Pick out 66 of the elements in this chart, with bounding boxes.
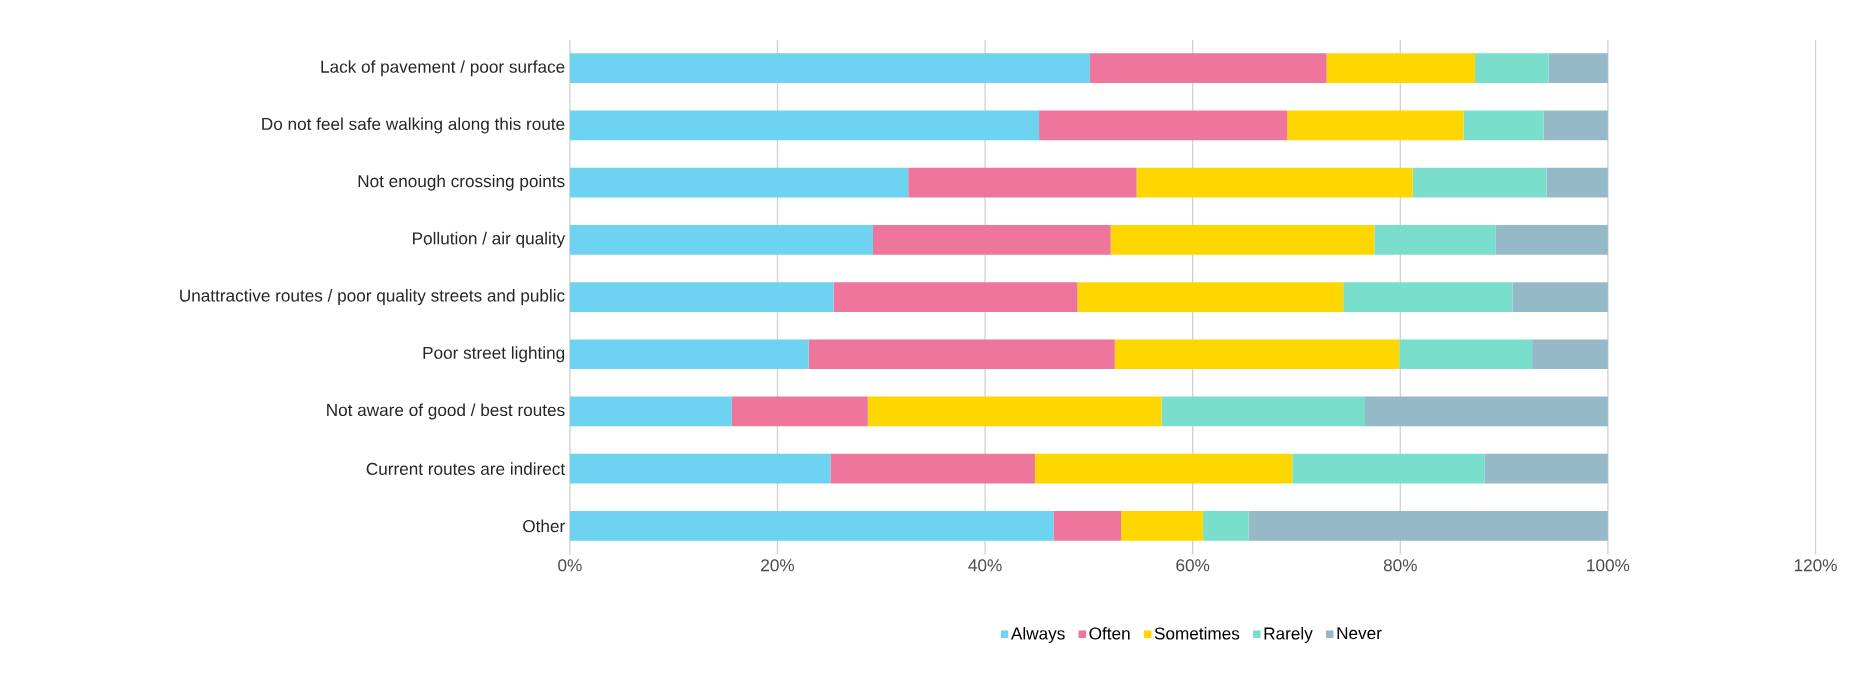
legend-label: Never (1337, 627, 1382, 640)
bar (569, 110, 1040, 141)
y-tick-label: Not aware of good / best routes (327, 403, 565, 420)
y-tick-label: Current routes are indirect (366, 462, 566, 475)
bar (569, 396, 732, 427)
legend-label: Rarely (1264, 626, 1313, 643)
bar (1248, 510, 1608, 541)
bar (808, 339, 1115, 369)
bar (867, 396, 1162, 427)
bar (1343, 282, 1513, 312)
bar (731, 396, 868, 427)
bar (1287, 110, 1464, 141)
bar (1475, 53, 1549, 83)
legend-label: Often (1089, 626, 1130, 640)
legend-label: Always (1010, 626, 1065, 643)
bar (1374, 224, 1496, 255)
bar (1136, 167, 1413, 198)
bar (1548, 53, 1608, 83)
bar (1203, 510, 1249, 541)
bar (1110, 224, 1375, 255)
bar (569, 53, 1090, 83)
bar (1326, 53, 1476, 83)
bar (569, 224, 873, 255)
bar (1399, 339, 1533, 369)
bar (1089, 53, 1327, 83)
bar (1463, 110, 1544, 141)
bar (1053, 510, 1122, 541)
bar (569, 282, 834, 312)
y-tick-label: Not enough crossing points (358, 174, 565, 191)
x-tick-label: 40% (968, 559, 1002, 572)
bar (1161, 396, 1365, 427)
bar (1484, 453, 1608, 484)
bar (1512, 282, 1608, 312)
bar (1412, 167, 1547, 198)
bar (1034, 453, 1293, 484)
y-tick-label: Other (523, 519, 565, 533)
bar (569, 339, 809, 369)
bar (569, 167, 909, 198)
x-tick-label: 0% (558, 559, 582, 572)
bar (1543, 110, 1608, 141)
bar (1292, 453, 1485, 484)
x-tick-label: 100% (1587, 559, 1630, 572)
legend-label: Sometimes (1154, 626, 1240, 640)
bar (1121, 510, 1204, 541)
y-tick-label: Poor street lighting (423, 346, 565, 363)
y-tick-label: Unattractive routes / poor quality streets and public (180, 288, 565, 305)
bar (1114, 339, 1400, 369)
y-tick-label: Pollution / air quality (413, 231, 566, 248)
bar (569, 453, 831, 484)
bar (1532, 339, 1608, 369)
bar (569, 510, 1054, 541)
bar (833, 282, 1078, 312)
bar (908, 167, 1137, 198)
bar (1077, 282, 1344, 312)
x-tick-label: 80% (1383, 559, 1417, 572)
bar (1365, 396, 1608, 427)
y-tick-label: Do not feel safe walking along this route (262, 117, 565, 134)
bar (830, 453, 1035, 484)
bar (1039, 110, 1288, 141)
x-tick-label: 20% (761, 559, 795, 572)
y-tick-label: Lack of pavement / poor surface (321, 60, 565, 77)
bar (1495, 224, 1608, 255)
x-tick-label: 60% (1176, 559, 1210, 572)
x-tick-label: 120% (1794, 559, 1837, 572)
bar (1546, 167, 1608, 198)
bar (872, 224, 1111, 255)
